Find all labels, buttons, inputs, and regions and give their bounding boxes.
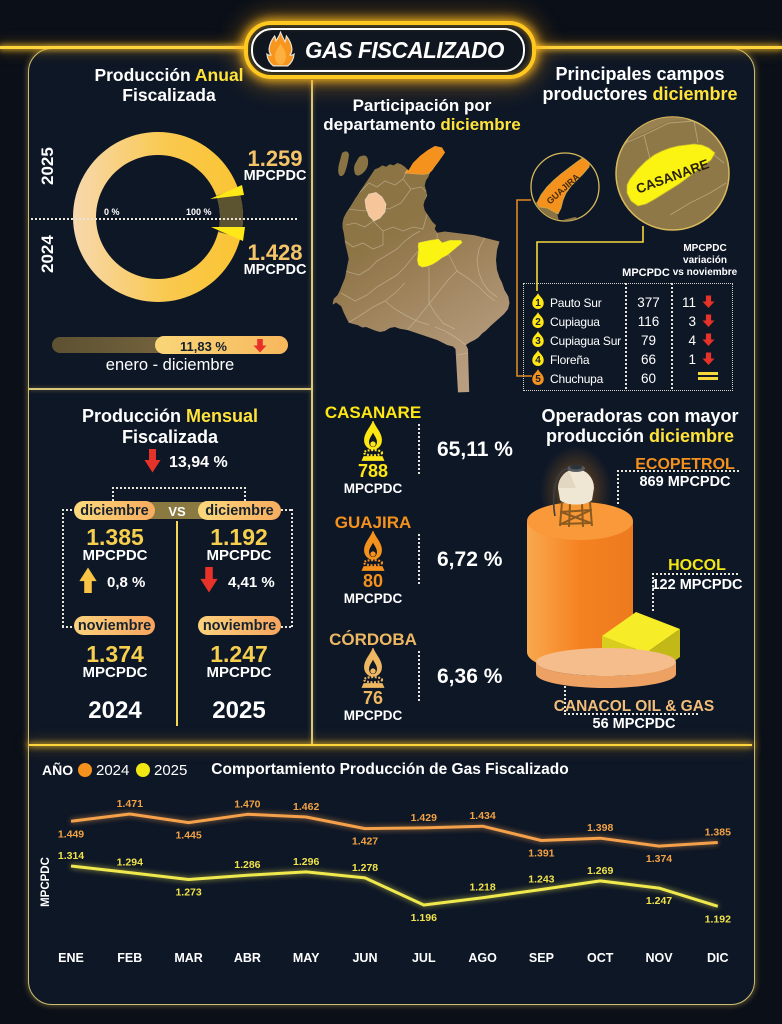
svg-text:1.296: 1.296 <box>293 856 319 868</box>
svg-text:MAY: MAY <box>293 951 320 965</box>
svg-text:1.247: 1.247 <box>646 895 672 907</box>
svg-text:1.398: 1.398 <box>587 822 613 834</box>
svg-text:1.385: 1.385 <box>705 827 731 839</box>
svg-text:1.218: 1.218 <box>469 882 495 894</box>
svg-text:1.470: 1.470 <box>234 798 260 810</box>
svg-text:2: 2 <box>535 317 541 328</box>
svg-text:1.449: 1.449 <box>58 828 84 840</box>
svg-text:1.471: 1.471 <box>117 798 143 810</box>
svg-text:1.269: 1.269 <box>587 865 613 877</box>
svg-text:1.434: 1.434 <box>469 810 495 822</box>
svg-text:1.273: 1.273 <box>175 887 201 899</box>
svg-text:5: 5 <box>535 374 541 385</box>
svg-text:OCT: OCT <box>587 951 614 965</box>
svg-text:1.462: 1.462 <box>293 801 319 813</box>
svg-text:1.294: 1.294 <box>117 857 143 869</box>
svg-text:JUL: JUL <box>412 951 436 965</box>
svg-text:MAR: MAR <box>174 951 202 965</box>
svg-text:ABR: ABR <box>234 951 261 965</box>
svg-text:1.314: 1.314 <box>58 850 84 862</box>
svg-text:1: 1 <box>535 298 541 309</box>
svg-text:FEB: FEB <box>117 951 142 965</box>
svg-text:SEP: SEP <box>529 951 554 965</box>
svg-text:1.429: 1.429 <box>411 812 437 824</box>
svg-text:1.427: 1.427 <box>352 836 378 848</box>
svg-text:AGO: AGO <box>468 951 497 965</box>
svg-text:JUN: JUN <box>352 951 377 965</box>
svg-text:DIC: DIC <box>707 951 729 965</box>
svg-text:1.278: 1.278 <box>352 862 378 874</box>
svg-text:ENE: ENE <box>58 951 84 965</box>
svg-text:1.445: 1.445 <box>175 830 201 842</box>
svg-text:1.196: 1.196 <box>411 912 437 924</box>
svg-text:1.374: 1.374 <box>646 853 672 865</box>
svg-text:1.286: 1.286 <box>234 859 260 871</box>
svg-text:4: 4 <box>535 355 541 366</box>
svg-text:1.391: 1.391 <box>528 848 554 860</box>
svg-text:1.192: 1.192 <box>705 913 731 925</box>
svg-text:NOV: NOV <box>645 951 673 965</box>
svg-text:1.243: 1.243 <box>528 874 554 886</box>
svg-text:3: 3 <box>535 336 541 347</box>
